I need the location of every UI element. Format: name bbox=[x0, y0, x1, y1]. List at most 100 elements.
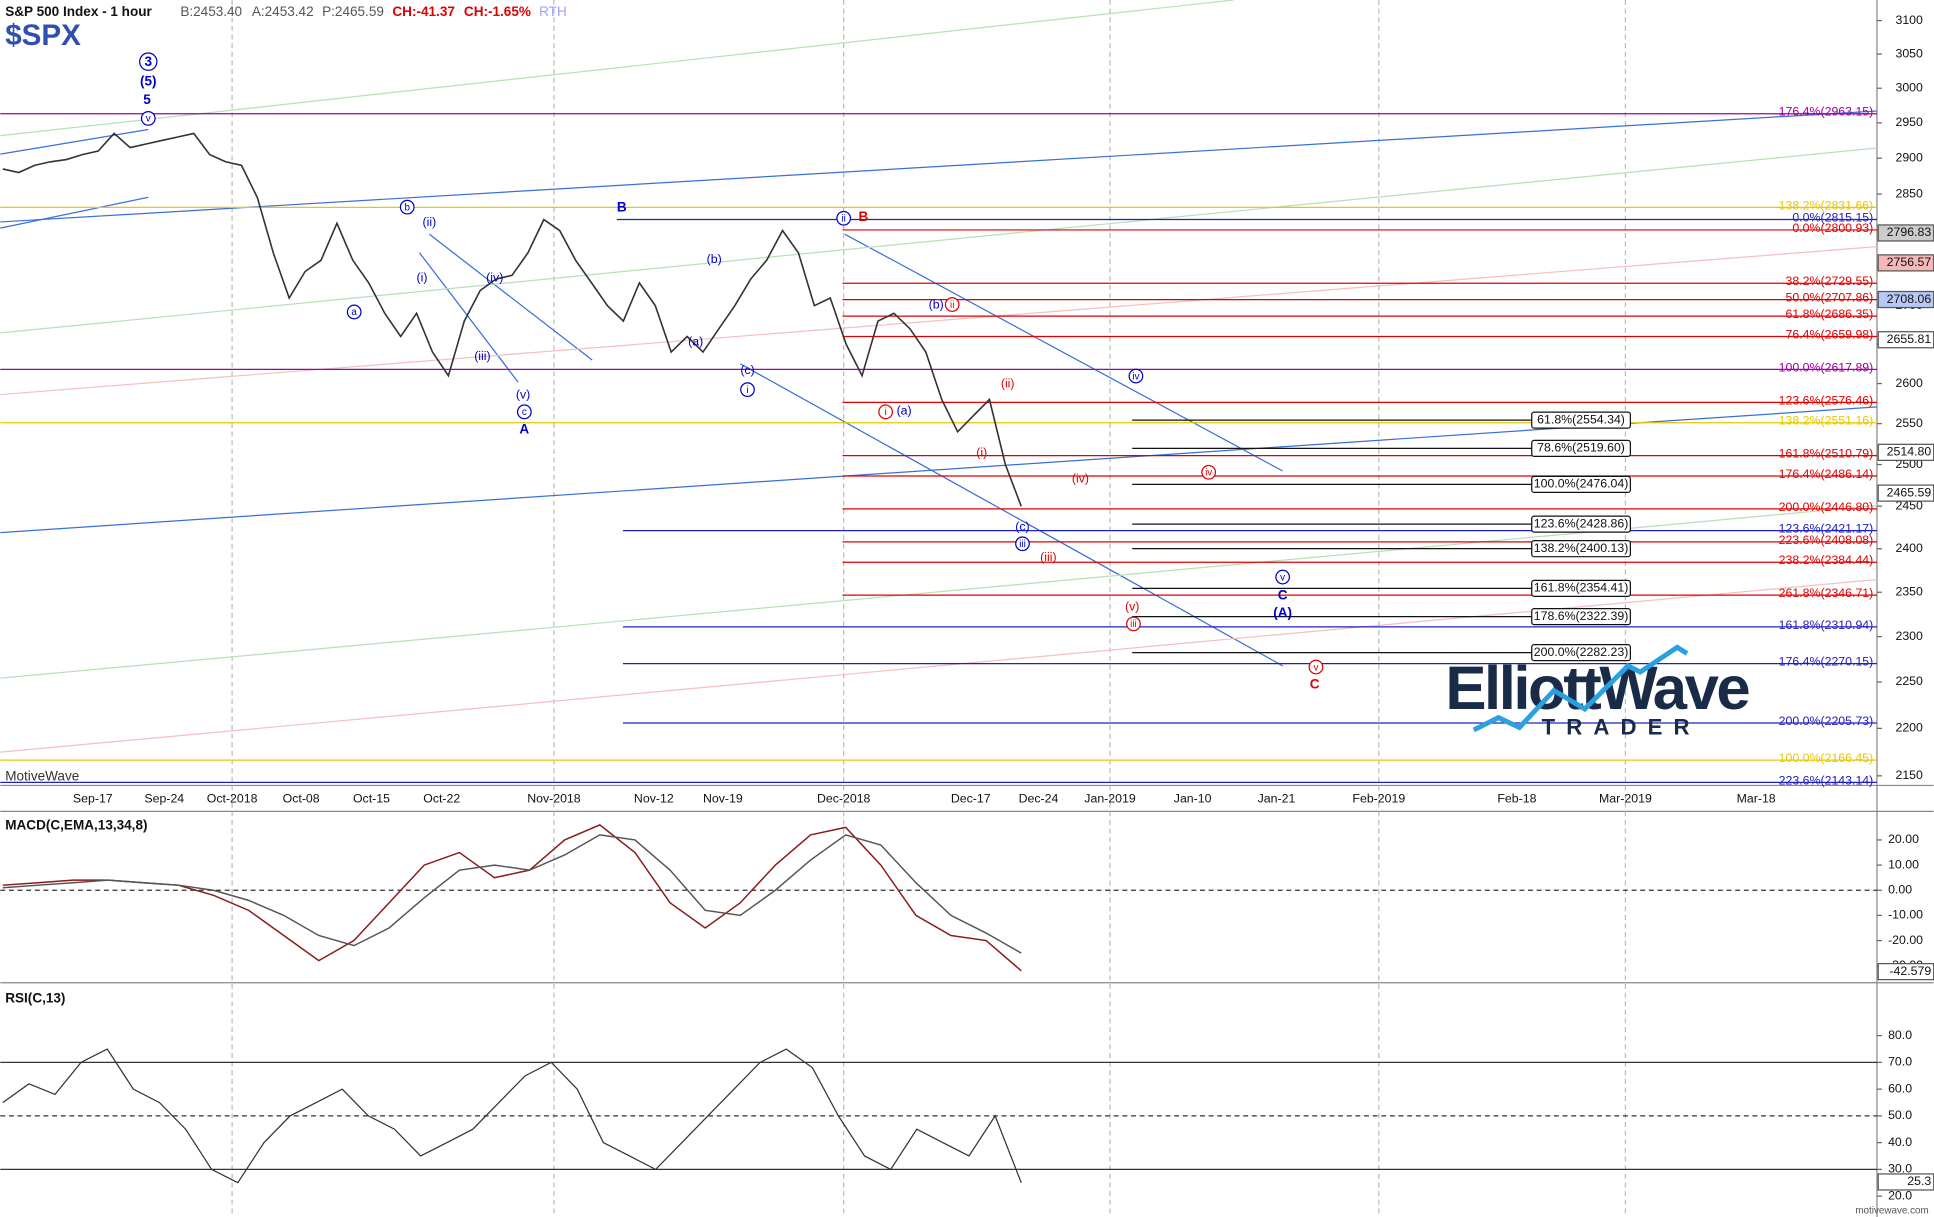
chart-title: S&P 500 Index - 1 hour bbox=[5, 4, 152, 19]
x-tick-label: Oct-08 bbox=[283, 791, 320, 805]
fib-level-label: 223.6%(2143.14) bbox=[1779, 773, 1874, 787]
wave-circle bbox=[140, 110, 156, 126]
y-tick-label: -10.00 bbox=[1888, 908, 1923, 922]
y-tick-label: 20.0 bbox=[1888, 1188, 1912, 1202]
wave-label: iv bbox=[1132, 371, 1139, 382]
x-tick-label: Jan-10 bbox=[1174, 791, 1212, 805]
fib-level-label: 138.2%(2551.16) bbox=[1779, 414, 1874, 428]
logo: ElliottWave TRADER bbox=[1445, 644, 1752, 740]
fib-level-label: 176.4%(2486.14) bbox=[1779, 467, 1874, 481]
footer: motivewave.com bbox=[1855, 1205, 1928, 1216]
fib-level-label: 161.8%(2310.94) bbox=[1779, 618, 1874, 632]
projection-label: 100.0%(2476.04) bbox=[1534, 477, 1629, 491]
y-tick-label: 2600 bbox=[1895, 376, 1923, 390]
y-tick-label: -20.00 bbox=[1888, 933, 1923, 947]
fib-level-label: 123.6%(2576.46) bbox=[1779, 393, 1874, 407]
wave-label: C bbox=[1278, 588, 1288, 603]
y-tick-label: 2250 bbox=[1895, 674, 1923, 688]
x-tick-label: Dec-24 bbox=[1019, 791, 1059, 805]
x-tick-label: Mar-18 bbox=[1737, 791, 1776, 805]
y-tick-label: 0.00 bbox=[1888, 882, 1912, 896]
wave-circle bbox=[1128, 368, 1144, 384]
y-tick-label: 10.00 bbox=[1888, 857, 1919, 871]
wave-label: (v) bbox=[516, 387, 530, 401]
panel-title: MACD(C,EMA,13,34,8) bbox=[5, 818, 147, 833]
wave-label: iii bbox=[1130, 619, 1137, 630]
wave-circle bbox=[1308, 659, 1324, 675]
change-pct: CH:-1.65% bbox=[464, 4, 531, 19]
wave-label: B bbox=[617, 199, 627, 214]
wave-circle bbox=[944, 297, 960, 312]
y-tick-label: 2200 bbox=[1895, 721, 1923, 735]
x-tick-label: Nov-19 bbox=[703, 791, 743, 805]
wave-circle bbox=[516, 404, 532, 420]
wave-label: (i) bbox=[976, 445, 987, 459]
wave-circle bbox=[1126, 616, 1141, 632]
projection-box bbox=[1531, 475, 1631, 494]
y-tick-label: 2900 bbox=[1895, 150, 1923, 164]
x-tick-label: Nov-12 bbox=[634, 791, 674, 805]
x-tick-label: Sep-24 bbox=[144, 791, 184, 805]
price-box-label: 2465.59 bbox=[1887, 485, 1932, 499]
fib-level-label: 100.0%(2166.45) bbox=[1779, 751, 1874, 765]
fib-level-label: 200.0%(2205.73) bbox=[1779, 714, 1874, 728]
price-box-label: 2514.80 bbox=[1887, 445, 1932, 459]
wave-label: ii bbox=[842, 213, 846, 224]
wave-label: 5 bbox=[143, 92, 151, 107]
wave-label: c bbox=[522, 407, 527, 418]
y-tick-label: 2150 bbox=[1895, 768, 1923, 782]
y-tick-label: 50.0 bbox=[1888, 1108, 1912, 1122]
y-tick-label: 2350 bbox=[1895, 584, 1923, 598]
wave-circle bbox=[1015, 536, 1030, 552]
wave-label: B bbox=[859, 209, 869, 224]
y-tick-label: 40.0 bbox=[1888, 1135, 1912, 1149]
watermark: MotiveWave bbox=[5, 768, 79, 783]
projection-label: 138.2%(2400.13) bbox=[1534, 541, 1629, 555]
y-tick-label: 3000 bbox=[1895, 80, 1923, 94]
wave-circle bbox=[139, 52, 158, 71]
wave-circle bbox=[836, 210, 852, 226]
y-tick-label: 2850 bbox=[1895, 186, 1923, 200]
wave-label: iv bbox=[1205, 467, 1212, 478]
last-value-label: 25.3 bbox=[1907, 1174, 1931, 1188]
projection-label: 200.0%(2282.23) bbox=[1534, 645, 1629, 659]
fib-level-label: 50.0%(2707.86) bbox=[1786, 291, 1874, 305]
wave-label: (5) bbox=[140, 74, 157, 89]
indicator-line bbox=[2, 1048, 1022, 1184]
wave-label: v bbox=[146, 114, 151, 125]
wave-label: a bbox=[351, 307, 357, 318]
fib-level-label: 200.0%(2446.80) bbox=[1779, 500, 1874, 514]
wave-label: ii bbox=[950, 300, 954, 311]
y-tick-label: 3100 bbox=[1895, 13, 1923, 27]
x-tick-label: Mar-2019 bbox=[1599, 791, 1652, 805]
x-tick-label: Oct-15 bbox=[353, 791, 390, 805]
fib-level-label: 223.6%(2408.08) bbox=[1779, 533, 1874, 547]
wave-label: (b) bbox=[707, 252, 722, 266]
wave-circle bbox=[399, 199, 415, 215]
wave-circle bbox=[346, 304, 362, 320]
fib-level-label: 123.6%(2421.17) bbox=[1779, 522, 1874, 536]
projection-label: 123.6%(2428.86) bbox=[1534, 516, 1629, 530]
y-tick-label: 80.0 bbox=[1888, 1028, 1912, 1042]
wave-label: 3 bbox=[144, 54, 152, 69]
wave-label: (b) bbox=[929, 297, 944, 311]
x-tick-label: Sep-17 bbox=[73, 791, 113, 805]
wave-label: (a) bbox=[688, 334, 703, 348]
projection-label: 161.8%(2354.41) bbox=[1534, 581, 1629, 595]
wave-label: b bbox=[404, 202, 410, 213]
x-tick-label: Jan-2019 bbox=[1084, 791, 1136, 805]
wave-label: iii bbox=[1019, 539, 1026, 550]
fib-level-label: 176.4%(2963.15) bbox=[1779, 105, 1874, 119]
x-tick-label: Nov-2018 bbox=[527, 791, 581, 805]
wave-label: (c) bbox=[740, 363, 754, 377]
logo-wave bbox=[1472, 644, 1689, 733]
wave-circle bbox=[878, 404, 894, 420]
last-value-label: -42.579 bbox=[1889, 964, 1931, 978]
fib-level-label: 238.2%(2384.44) bbox=[1779, 553, 1874, 567]
wave-circle bbox=[740, 382, 755, 398]
projection-box bbox=[1531, 579, 1631, 597]
chart-layer: 2150220022502300235024002450250025502600… bbox=[0, 13, 1934, 1202]
projection-box bbox=[1531, 515, 1631, 533]
